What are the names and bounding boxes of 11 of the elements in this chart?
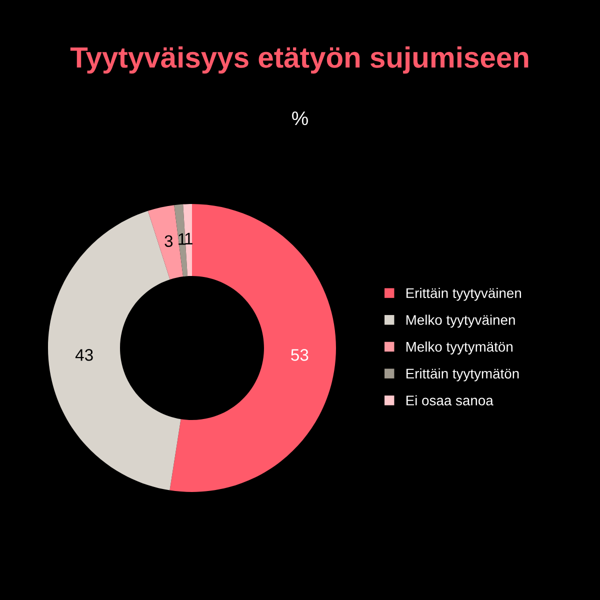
data-label: 3 bbox=[164, 235, 173, 248]
data-label: 53 bbox=[291, 349, 308, 361]
legend-label: Erittäin tyytyväinen bbox=[406, 288, 521, 301]
legend-label: Erittäin tyytymätön bbox=[406, 368, 519, 382]
legend-label: Melko tyytymätön bbox=[406, 342, 512, 354]
legend-label: Melko tyytyväinen bbox=[406, 314, 515, 328]
data-label: 43 bbox=[75, 349, 93, 361]
chart-title: Tyytyväisyys etätyön sujumiseen bbox=[70, 46, 528, 74]
data-label: 1 bbox=[185, 232, 192, 244]
chart-subtitle: % bbox=[292, 112, 308, 126]
legend-label: Ei osaa sanoa bbox=[406, 395, 494, 406]
